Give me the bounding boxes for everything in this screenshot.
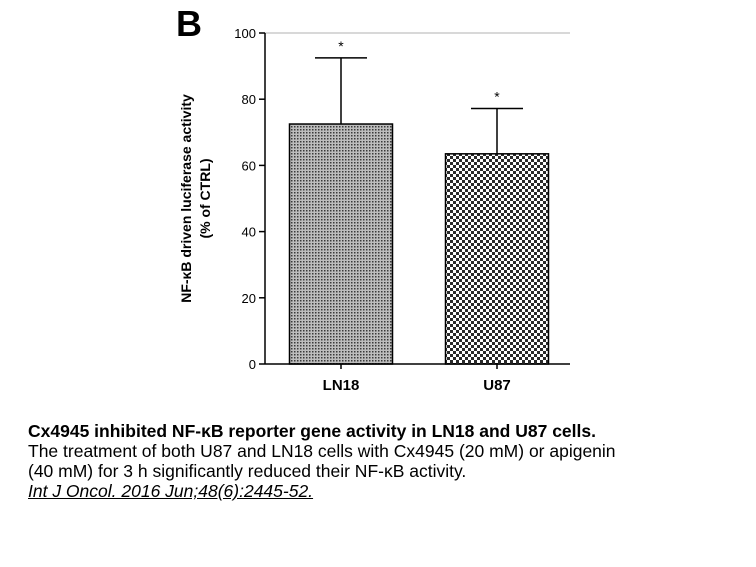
bar-u87 [444,153,550,365]
bar-ln18 [288,123,394,365]
figure-caption: Cx4945 inhibited NF-κB reporter gene act… [28,421,756,501]
caption-title: Cx4945 inhibited NF-κB reporter gene act… [28,421,596,441]
citation-link[interactable]: Int J Oncol. 2016 Jun;48(6):2445-52. [28,481,314,501]
y-axis-label-line2: (% of CTRL) [197,158,213,238]
y-tick-label: 40 [242,225,256,240]
x-category-label: LN18 [323,377,360,394]
caption-text-line1: The treatment of both U87 and LN18 cells… [28,441,616,461]
y-tick-label: 20 [242,291,256,306]
x-category-label: U87 [483,377,511,394]
y-axis-ticks: 0 20 40 60 80 100 [234,26,265,372]
y-axis-label-line1: NF-κB driven luciferase activity [178,94,194,303]
y-tick-label: 100 [234,26,256,41]
caption-text-line2: (40 mM) for 3 h significantly reduced th… [28,461,467,481]
panel-label: B [176,3,202,44]
significance-marker: * [338,38,344,54]
significance-marker: * [494,88,500,104]
bar-chart: B 0 20 40 60 80 100 * LN18 * U87 NF-κB driven lu… [176,3,570,394]
y-tick-label: 0 [249,357,256,372]
y-tick-label: 60 [242,158,256,173]
bars-group: * LN18 * U87 [288,38,550,394]
y-tick-label: 80 [242,92,256,107]
